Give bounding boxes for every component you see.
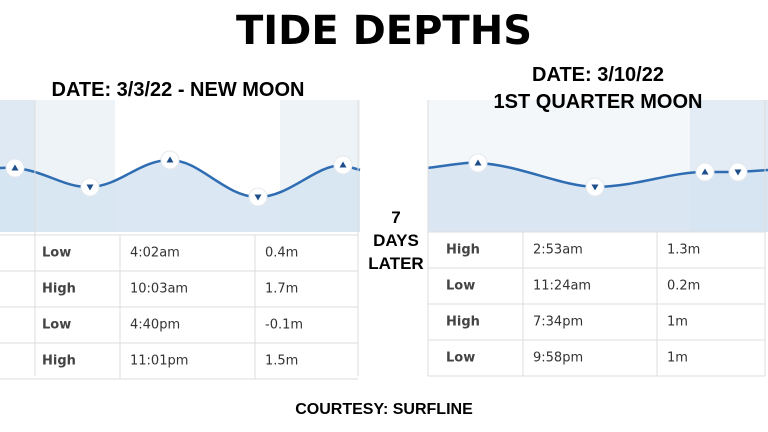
- tide-type: High: [42, 282, 76, 297]
- days-later: DAYS: [373, 231, 419, 250]
- tide-height: 0.4m: [265, 246, 298, 261]
- tide-height: 0.2m: [667, 279, 700, 294]
- days-later: 7: [391, 208, 400, 227]
- tide-time: 4:40pm: [130, 318, 180, 333]
- tide-height: 1.7m: [265, 282, 298, 297]
- tide-height: 1.5m: [265, 354, 298, 369]
- tide-time: 7:34pm: [533, 315, 583, 330]
- days-later: LATER: [368, 254, 423, 273]
- panel-heading: 1ST QUARTER MOON: [494, 91, 703, 113]
- tide-type: Low: [42, 246, 71, 261]
- tide-area: [0, 160, 360, 232]
- tide-arrow: [701, 168, 709, 175]
- panel-heading: DATE: 3/10/22: [532, 64, 664, 86]
- tide-height: 1.3m: [667, 243, 700, 258]
- tide-arrow: [166, 156, 174, 163]
- tide-area: [428, 162, 768, 232]
- title: TIDE DEPTHS: [236, 8, 532, 54]
- tide-type: Low: [446, 351, 475, 366]
- tide-time: 4:02am: [130, 246, 180, 261]
- tide-height: -0.1m: [265, 318, 303, 333]
- tide-markers: [5, 150, 748, 207]
- tide-arrow: [591, 184, 599, 191]
- tide-arrow: [11, 164, 19, 171]
- tide-time: 2:53am: [533, 243, 583, 258]
- tide-type: High: [446, 243, 480, 258]
- tide-type: High: [446, 315, 480, 330]
- panel-heading: DATE: 3/3/22 - NEW MOON: [52, 79, 305, 101]
- tide-time: 10:03am: [130, 282, 188, 297]
- tide-type: Low: [42, 318, 71, 333]
- tide-time: 11:24am: [533, 279, 591, 294]
- tide-time: 11:01pm: [130, 354, 188, 369]
- tide-type: Low: [446, 279, 475, 294]
- tide-arrow: [339, 161, 347, 168]
- tide-height: 1m: [667, 315, 688, 330]
- tide-curve: [427, 161, 768, 189]
- tide-arrow: [254, 194, 262, 201]
- footer: COURTESY: SURFLINE: [295, 401, 473, 418]
- tide-arrow: [86, 184, 94, 191]
- tide-height: 1m: [667, 351, 688, 366]
- content: TIDE DEPTHS DATE: 3/3/22 - NEW MOON Low 4:0…: [0, 8, 765, 418]
- tide-type: High: [42, 354, 76, 369]
- tide-arrow: [734, 169, 742, 176]
- tide-arrow: [474, 159, 482, 166]
- tide-time: 9:58pm: [533, 351, 583, 366]
